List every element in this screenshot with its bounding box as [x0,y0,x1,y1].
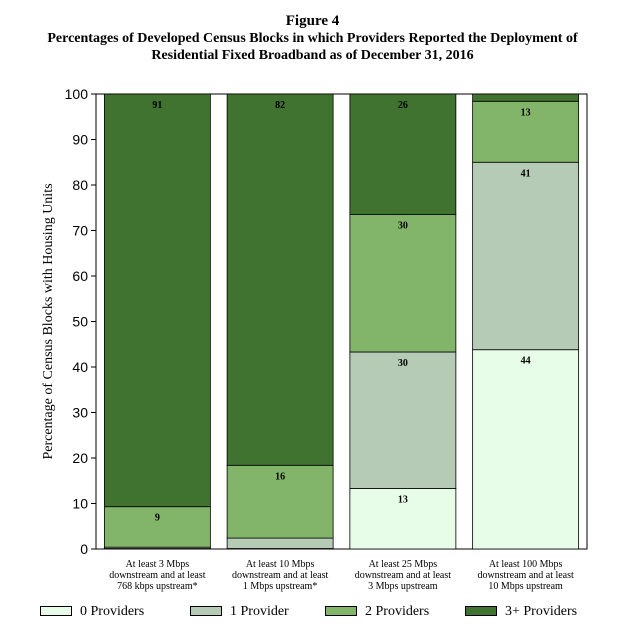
data-label-cat4-series1: 44 [521,356,531,367]
y-tick-label-70: 70 [72,223,88,239]
y-tick-label-90: 90 [72,132,88,148]
legend-swatch-3plus-providers [465,606,497,616]
y-tick-label-0: 0 [80,541,88,557]
y-tick-label-80: 80 [72,177,88,193]
x-category-label-4-line-3: 10 Mbps upstream [488,581,563,592]
x-category-label-1-line-3: 768 kbps upstream* [117,581,198,592]
y-tick-label-30: 30 [72,405,88,421]
chart-title-line-1: Percentages of Developed Census Blocks i… [47,31,578,46]
bar-segment-cat1-series4 [103,93,211,508]
bar-segment-cat2-series2 [226,537,334,549]
data-label-cat3-series2: 30 [398,358,408,369]
legend-swatch-1-provider [190,606,222,616]
data-label-cat4-series3: 13 [521,107,531,118]
y-tick-label-100: 100 [65,86,89,102]
bar-segment-cat4-series2 [472,161,580,351]
bar-segment-cat3-series4 [349,93,457,215]
legend-label-2-providers: 2 Providers [365,604,430,619]
chart-title-line-2: Residential Fixed Broadband as of Decemb… [151,48,474,63]
data-label-cat1-series4: 91 [152,100,162,111]
bar-segment-cat2-series4 [226,93,334,466]
y-tick-label-50: 50 [72,314,88,330]
x-category-label-1-line-1: At least 3 Mbps [126,559,190,570]
figure-label: Figure 4 [285,13,340,29]
x-category-label-1-line-2: downstream and at least [109,570,206,581]
data-label-cat2-series4: 82 [275,100,285,111]
data-label-cat1-series3: 9 [155,513,160,524]
legend-label-1-provider: 1 Provider [230,604,289,619]
x-category-label-3-line-2: downstream and at least [355,570,452,581]
data-label-cat3-series4: 26 [398,100,408,111]
x-category-label-3-line-1: At least 25 Mbps [369,559,438,570]
x-category-label-3-line-3: 3 Mbps upstream [368,581,438,592]
stacked-bar-chart: 0 10 20 30 40 50 60 70 80 90 100 Percentage of Cens… [41,86,588,592]
y-tick-label-40: 40 [72,359,88,375]
bar-segment-cat4-series3 [472,100,580,163]
data-label-cat3-series3: 30 [398,221,408,232]
bar-segment-cat3-series1 [349,488,457,550]
legend-label-3plus-providers: 3+ Providers [505,604,578,619]
y-tick-label-20: 20 [72,450,88,466]
bar-segment-cat4-series4 [472,93,580,102]
data-label-cat4-series2: 41 [521,168,531,179]
x-category-label-4-line-1: At least 100 Mbps [489,559,563,570]
x-category-label-2-line-2: downstream and at least [232,570,329,581]
legend-swatch-0-providers [40,606,72,616]
legend-swatch-2-providers [325,606,357,616]
x-category-label-2-line-1: At least 10 Mbps [246,559,315,570]
bar-segment-cat3-series3 [349,214,457,353]
chart-legend: 0 Providers 1 Provider 2 Providers 3+ Pr… [40,603,620,621]
legend-label-0-providers: 0 Providers [80,604,145,619]
data-label-cat2-series3: 16 [275,471,285,482]
y-tick-label-60: 60 [72,268,88,284]
bar-segment-cat3-series2 [349,351,457,489]
chart-title-block: Figure 4 Percentages of Developed Census… [0,12,625,64]
y-axis-label: Percentage of Census Blocks with Housing… [41,183,56,459]
data-label-cat3-series1: 13 [398,494,408,505]
x-category-label-4-line-2: downstream and at least [477,570,574,581]
bar-segment-cat4-series1 [472,349,580,550]
y-tick-label-10: 10 [72,496,88,512]
x-category-label-2-line-3: 1 Mbps upstream* [243,581,317,592]
